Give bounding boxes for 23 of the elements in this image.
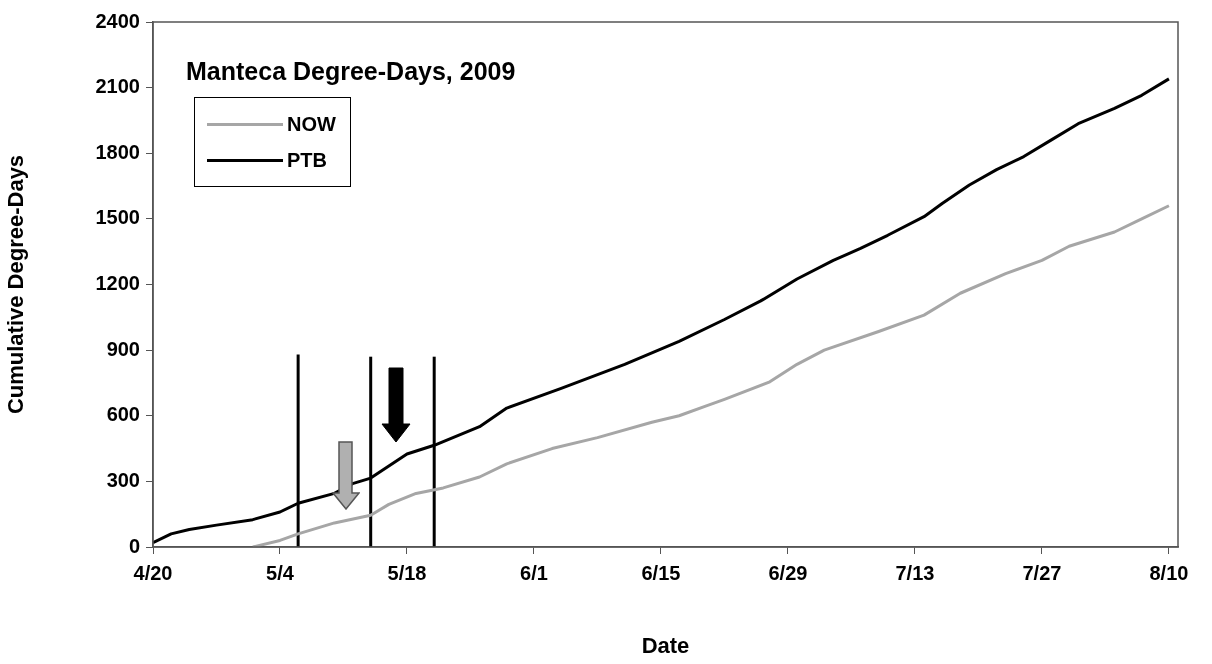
text: Manteca Degree-Days, 2009 xyxy=(186,57,516,85)
legend-label: PTB xyxy=(287,148,327,172)
y-tick-label: 0 xyxy=(128,534,140,557)
x-tick-label: 5/4 xyxy=(266,561,295,584)
y-axis-title: Cumulative Degree-Days xyxy=(3,154,29,415)
y-tick-label: 2400 xyxy=(95,9,140,32)
legend-label: NOW xyxy=(287,112,336,136)
x-tick-label: 8/10 xyxy=(1149,561,1189,584)
x-tick-label: 6/15 xyxy=(641,561,681,584)
y-tick-label: 900 xyxy=(106,337,140,360)
x-tick-label: 7/13 xyxy=(895,561,935,584)
y-tick-label: 2100 xyxy=(95,75,140,98)
x-axis-title: Date xyxy=(641,632,690,658)
x-tick-label: 4/20 xyxy=(133,561,173,584)
y-tick-label: 300 xyxy=(106,468,140,491)
y-tick-label: 1200 xyxy=(95,272,140,295)
x-tick-label: 6/1 xyxy=(520,561,548,584)
y-tick-label: 600 xyxy=(106,403,140,426)
y-tick-label: 1800 xyxy=(95,140,140,163)
x-tick-label: 7/27 xyxy=(1022,561,1062,584)
x-tick-label: 6/29 xyxy=(768,561,808,584)
y-tick-label: 1500 xyxy=(95,206,140,229)
x-tick-label: 5/18 xyxy=(387,561,427,584)
